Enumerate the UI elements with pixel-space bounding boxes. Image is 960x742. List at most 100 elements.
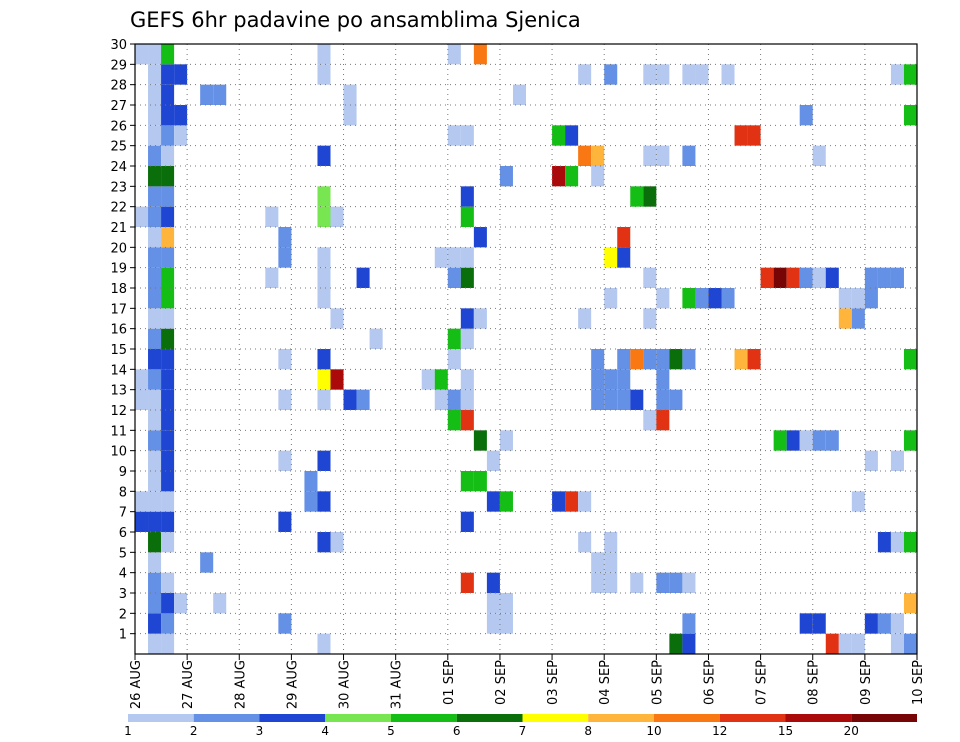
precip-cell	[499, 491, 513, 512]
precip-cell	[317, 64, 331, 85]
precip-cell	[317, 247, 331, 268]
precip-cell	[304, 471, 318, 492]
precip-cell	[903, 105, 917, 126]
precip-cell	[317, 633, 331, 654]
precip-cell	[161, 572, 175, 593]
legend-label: 2	[190, 724, 198, 738]
precip-cell	[148, 491, 162, 512]
x-tick-label: 09 SEP	[859, 660, 874, 705]
x-tick-label: 05 SEP	[650, 660, 665, 705]
precip-cell	[161, 186, 175, 207]
y-tick-label: 20	[110, 241, 127, 256]
precip-cell	[578, 64, 592, 85]
precip-cell	[148, 593, 162, 614]
precip-cell	[161, 206, 175, 227]
y-tick-label: 2	[119, 607, 127, 622]
precip-cell	[747, 125, 761, 146]
x-tick-label: 02 SEP	[494, 660, 509, 705]
precip-cell	[148, 145, 162, 166]
precip-cell	[473, 430, 487, 451]
y-axis-ticks: 1234567891011121314151617181920212223242…	[110, 38, 135, 643]
y-tick-label: 10	[110, 445, 127, 460]
legend-swatch	[654, 714, 720, 722]
precip-cell	[161, 44, 175, 65]
precip-cell	[135, 389, 149, 410]
legend-label: 3	[256, 724, 264, 738]
precip-cell	[148, 369, 162, 390]
precip-cell	[799, 613, 813, 634]
precip-cell	[591, 552, 605, 573]
precip-cell	[174, 105, 188, 126]
legend-swatch	[456, 714, 523, 722]
legend-swatch	[851, 714, 917, 722]
precip-cell	[695, 64, 709, 85]
y-tick-label: 27	[110, 99, 127, 114]
legend-swatch	[719, 714, 786, 722]
precip-cell	[460, 369, 474, 390]
precip-cell	[161, 471, 175, 492]
legend-label: 8	[584, 724, 592, 738]
precip-cell	[851, 491, 865, 512]
precip-cell	[213, 84, 227, 105]
precip-cell	[682, 633, 696, 654]
precip-cell	[604, 247, 618, 268]
legend-label: 15	[778, 724, 793, 738]
precip-cell	[499, 166, 513, 187]
y-tick-label: 25	[110, 140, 127, 155]
precip-cell	[708, 288, 722, 309]
precip-cell	[278, 349, 292, 370]
precip-cell	[148, 532, 162, 553]
y-tick-label: 1	[119, 628, 127, 643]
precip-cell	[148, 471, 162, 492]
y-tick-label: 4	[119, 567, 127, 582]
precip-cell	[434, 369, 448, 390]
precip-cell	[838, 633, 852, 654]
precip-cell	[617, 389, 631, 410]
precip-cell	[799, 430, 813, 451]
precip-cell	[812, 145, 826, 166]
precip-cell	[565, 125, 579, 146]
precip-cell	[148, 227, 162, 248]
precip-cell	[317, 369, 331, 390]
precip-cell	[682, 145, 696, 166]
precip-cell	[486, 450, 500, 471]
precip-cell	[447, 389, 461, 410]
precip-cell	[161, 64, 175, 85]
precip-cell	[161, 593, 175, 614]
precip-cell	[148, 511, 162, 532]
precip-cell	[317, 44, 331, 65]
precip-cell	[148, 44, 162, 65]
precip-cell	[330, 369, 344, 390]
precip-cell	[695, 288, 709, 309]
precip-cell	[838, 308, 852, 329]
precip-cell	[421, 369, 435, 390]
precip-cell	[317, 389, 331, 410]
precip-cell	[656, 288, 670, 309]
precip-cell	[812, 613, 826, 634]
legend-swatch	[785, 714, 852, 722]
precip-cell	[760, 267, 774, 288]
x-tick-label: 04 SEP	[598, 660, 613, 705]
precip-cell	[161, 369, 175, 390]
precip-cell	[499, 593, 513, 614]
legend-label: 6	[453, 724, 461, 738]
precip-cell	[643, 186, 657, 207]
grid-lines	[135, 44, 917, 654]
precip-cell	[552, 166, 566, 187]
precip-cell	[343, 84, 357, 105]
precip-cell	[747, 349, 761, 370]
legend-swatch	[522, 714, 589, 722]
precip-cell	[317, 532, 331, 553]
precip-cell	[486, 491, 500, 512]
precip-cell	[148, 186, 162, 207]
precip-cell	[877, 613, 891, 634]
precip-cell	[460, 267, 474, 288]
precip-cell	[304, 491, 318, 512]
y-tick-label: 23	[110, 180, 127, 195]
precip-cell	[812, 430, 826, 451]
precip-cell	[825, 633, 839, 654]
legend-label: 5	[387, 724, 395, 738]
precip-cell	[890, 450, 904, 471]
precip-cell	[851, 288, 865, 309]
precip-cell	[447, 44, 461, 65]
